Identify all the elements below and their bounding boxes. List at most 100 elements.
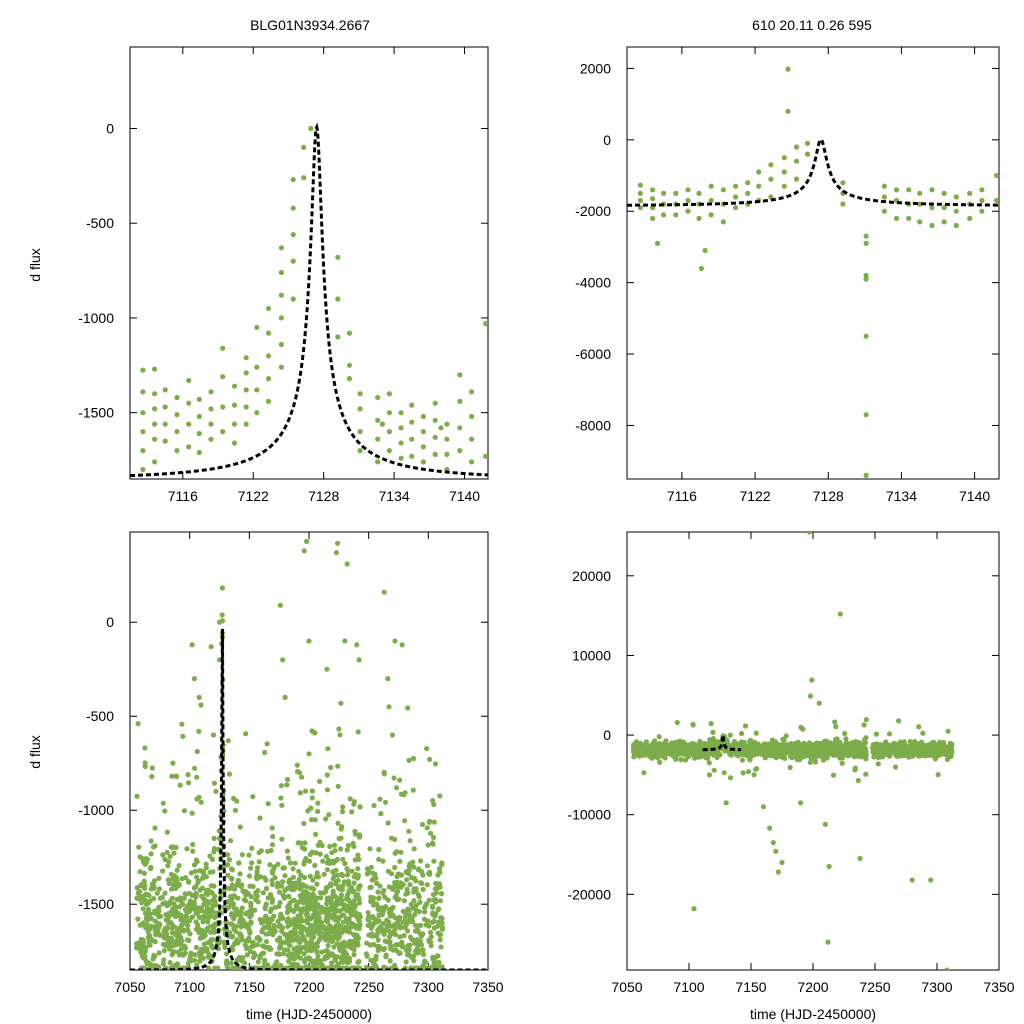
- data-point: [225, 862, 231, 868]
- data-point: [291, 907, 297, 913]
- data-point: [371, 802, 377, 809]
- data-point: [401, 898, 407, 904]
- data-point: [390, 886, 396, 892]
- data-point: [140, 466, 146, 473]
- data-point: [143, 925, 149, 931]
- data-point: [265, 398, 272, 404]
- data-point: [418, 858, 424, 864]
- data-point: [232, 893, 238, 900]
- data-point: [392, 881, 398, 887]
- data-point: [289, 898, 295, 904]
- data-point: [228, 838, 234, 844]
- data-point: [413, 907, 419, 913]
- data-point: [469, 436, 475, 442]
- data-point: [243, 404, 249, 410]
- data-point: [140, 410, 146, 416]
- data-point: [242, 960, 248, 966]
- data-point: [183, 945, 189, 951]
- data-point: [156, 886, 162, 892]
- data-point: [208, 910, 214, 917]
- data-point: [389, 732, 396, 738]
- data-point: [386, 448, 392, 454]
- data-point: [671, 741, 677, 747]
- plot-frame: [129, 46, 489, 480]
- data-point: [254, 324, 260, 330]
- data-point: [335, 540, 341, 546]
- data-point: [263, 938, 270, 945]
- data-point: [275, 951, 281, 957]
- data-point: [775, 869, 781, 875]
- data-point: [164, 829, 170, 835]
- data-point: [172, 873, 178, 879]
- data-point: [237, 919, 243, 925]
- data-point: [324, 666, 330, 672]
- data-point: [349, 809, 355, 815]
- data-point: [430, 834, 437, 841]
- data-point: [234, 908, 240, 914]
- data-point: [306, 916, 312, 922]
- data-point: [429, 903, 435, 909]
- data-point: [873, 731, 880, 737]
- data-point: [852, 767, 858, 773]
- data-point: [945, 747, 951, 753]
- data-point: [161, 929, 167, 935]
- data-point: [333, 550, 339, 556]
- data-point: [793, 158, 800, 164]
- data-point: [213, 902, 219, 908]
- data-point: [745, 769, 752, 775]
- data-point: [756, 183, 762, 189]
- data-point: [419, 880, 425, 887]
- data-point: [292, 955, 298, 961]
- data-point: [356, 657, 362, 663]
- data-point: [920, 730, 926, 736]
- data-point: [336, 726, 342, 732]
- data-point: [198, 702, 204, 708]
- data-point: [189, 642, 195, 648]
- bottom-right-xlabel: time (HJD-2450000): [750, 1006, 876, 1022]
- data-point: [677, 738, 683, 744]
- data-point: [306, 906, 313, 912]
- data-point: [428, 934, 434, 940]
- data-point: [197, 954, 203, 960]
- x-tick-label: 7350: [983, 979, 1014, 995]
- data-point: [148, 851, 154, 857]
- data-point: [301, 144, 307, 150]
- data-point: [172, 924, 178, 930]
- data-point: [311, 886, 317, 892]
- data-point: [421, 958, 428, 964]
- data-point: [134, 885, 140, 891]
- data-point: [411, 864, 417, 870]
- data-point: [767, 825, 773, 831]
- data-point: [779, 752, 785, 759]
- data-point: [224, 951, 230, 957]
- data-point: [270, 870, 276, 876]
- data-point: [372, 956, 378, 962]
- data-point: [306, 751, 312, 757]
- data-point: [691, 906, 697, 912]
- data-point: [238, 915, 244, 921]
- data-point: [685, 197, 691, 204]
- data-point: [318, 895, 324, 901]
- data-point: [157, 921, 163, 928]
- data-point: [143, 944, 149, 950]
- data-point: [836, 743, 842, 749]
- data-point: [420, 951, 427, 958]
- data-point: [773, 745, 779, 751]
- data-point: [144, 960, 150, 967]
- data-point: [863, 276, 869, 282]
- data-point: [142, 897, 148, 903]
- data-point: [397, 950, 403, 956]
- data-point: [381, 589, 387, 595]
- data-point: [184, 937, 191, 943]
- data-point: [354, 642, 360, 648]
- data-point: [287, 942, 293, 948]
- data-point: [194, 748, 200, 755]
- data-point: [233, 912, 239, 918]
- data-point: [843, 736, 849, 742]
- data-point: [338, 700, 344, 706]
- data-point: [174, 394, 180, 401]
- data-point: [200, 919, 206, 925]
- data-point: [248, 944, 254, 950]
- y-tick-label: 0: [603, 727, 611, 743]
- data-point: [420, 429, 426, 435]
